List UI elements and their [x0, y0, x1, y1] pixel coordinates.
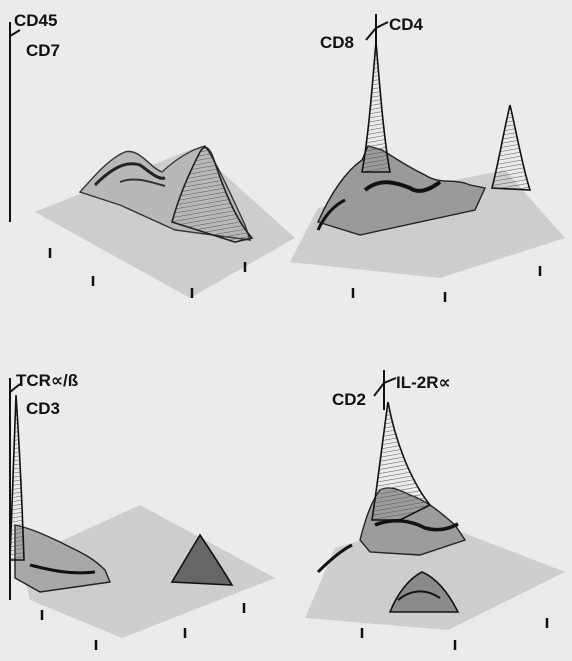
- label-cd7: CD7: [26, 41, 60, 60]
- z-axis-tick: [9, 29, 21, 37]
- label-cd2: CD2: [332, 390, 366, 409]
- peak-cd8: [361, 41, 391, 173]
- peak-cd4: [490, 104, 532, 191]
- axis-ticks: [40, 603, 246, 650]
- label-tcr: TCR∝/ß: [16, 371, 78, 390]
- label-cd8: CD8: [320, 33, 354, 52]
- axis-ticks: [48, 248, 247, 298]
- peak-right: [171, 146, 254, 243]
- peak-cd2: [371, 401, 432, 521]
- peak-secondary: [170, 533, 234, 586]
- panel-cd45-cd7: CD45 CD7: [9, 11, 295, 298]
- label-cd45: CD45: [14, 11, 57, 30]
- panel-tcr-cd3: TCR∝/ß CD3: [9, 371, 275, 650]
- label-cd3: CD3: [26, 399, 60, 418]
- axis-ticks: [360, 618, 549, 650]
- label-il2r: IL-2R∝: [396, 373, 451, 392]
- label-cd4: CD4: [389, 15, 424, 34]
- axis-ticks: [351, 266, 542, 302]
- panel-cd2-il2r: CD2 IL-2R∝: [305, 370, 565, 650]
- peak-ridge: [14, 524, 111, 593]
- panel-cd8-cd4: CD8 CD4: [290, 14, 565, 302]
- peak-tcr: [9, 394, 25, 561]
- peak-ridge: [317, 145, 487, 236]
